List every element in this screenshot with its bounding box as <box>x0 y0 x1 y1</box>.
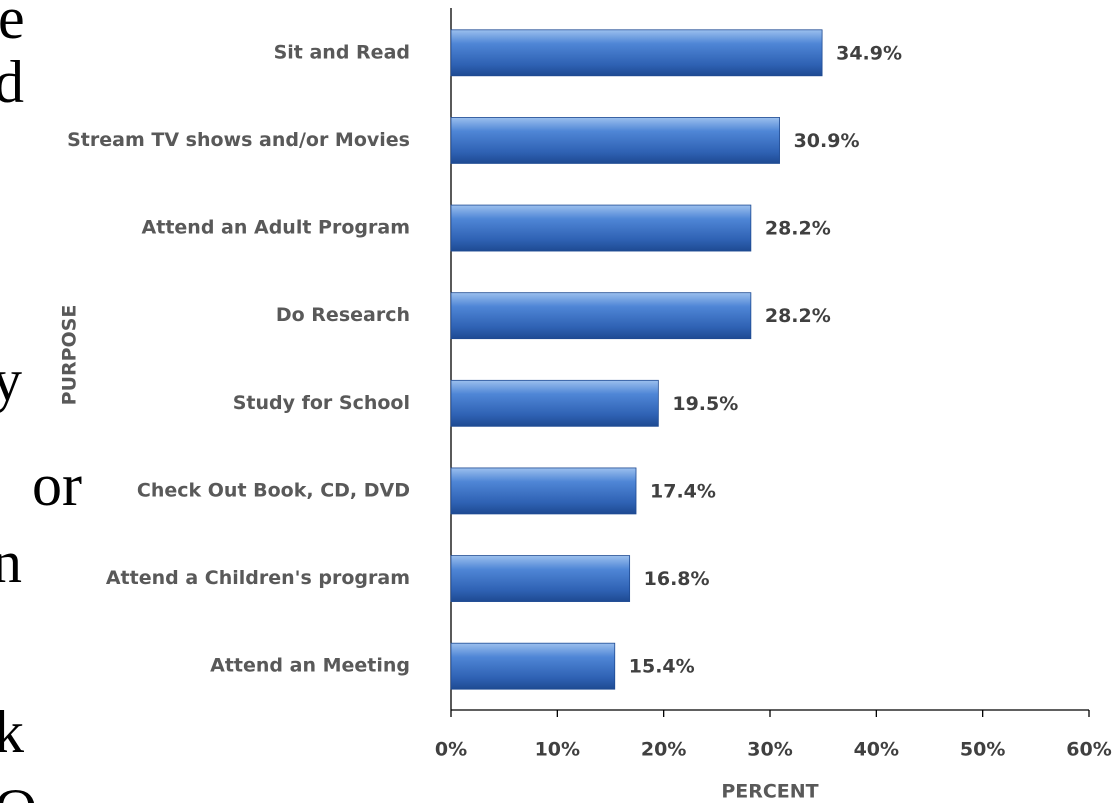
y-tick-label: Study for School <box>233 392 410 414</box>
bar <box>450 379 659 427</box>
bar <box>450 555 631 602</box>
bar <box>450 467 637 515</box>
y-axis-label: PURPOSE <box>59 305 81 406</box>
data-label: 34.9% <box>836 42 902 64</box>
text-fragment: e <box>0 0 25 51</box>
x-tick-label: 40% <box>854 739 899 761</box>
y-tick-label: Do Research <box>276 304 410 326</box>
text-fragment: O <box>0 777 37 803</box>
bar <box>450 204 752 252</box>
text-fragment: d <box>0 49 24 115</box>
y-tick-label: Attend an Meeting <box>210 655 410 677</box>
data-label: 17.4% <box>650 480 716 502</box>
text-fragment: n <box>0 529 22 595</box>
data-label: 30.9% <box>794 130 860 152</box>
bar <box>450 117 780 164</box>
x-tick-label: 30% <box>747 739 792 761</box>
y-tick-label: Stream TV shows and/or Movies <box>67 129 410 151</box>
data-label: 19.5% <box>672 393 738 415</box>
y-tick-label: Sit and Read <box>274 41 410 63</box>
x-axis-label: PERCENT <box>721 781 818 803</box>
x-tick-label: 20% <box>641 739 686 761</box>
data-label: 28.2% <box>765 218 831 240</box>
y-tick-label: Attend an Adult Program <box>142 217 410 239</box>
text-fragment: k <box>0 699 24 765</box>
x-tick-label: 50% <box>960 739 1005 761</box>
text-fragment: or <box>32 452 82 518</box>
y-tick-label: Check Out Book, CD, DVD <box>137 479 410 501</box>
data-label: 28.2% <box>765 305 831 327</box>
bar <box>450 29 823 77</box>
data-label: 16.8% <box>644 568 710 590</box>
text-fragment: y <box>0 347 22 413</box>
x-tick-label: 0% <box>435 739 467 761</box>
bar <box>450 642 616 690</box>
x-tick-label: 10% <box>535 739 580 761</box>
data-label: 15.4% <box>629 656 695 678</box>
x-tick-label: 60% <box>1066 739 1111 761</box>
bar <box>450 292 752 340</box>
y-tick-label: Attend a Children's program <box>106 567 410 589</box>
